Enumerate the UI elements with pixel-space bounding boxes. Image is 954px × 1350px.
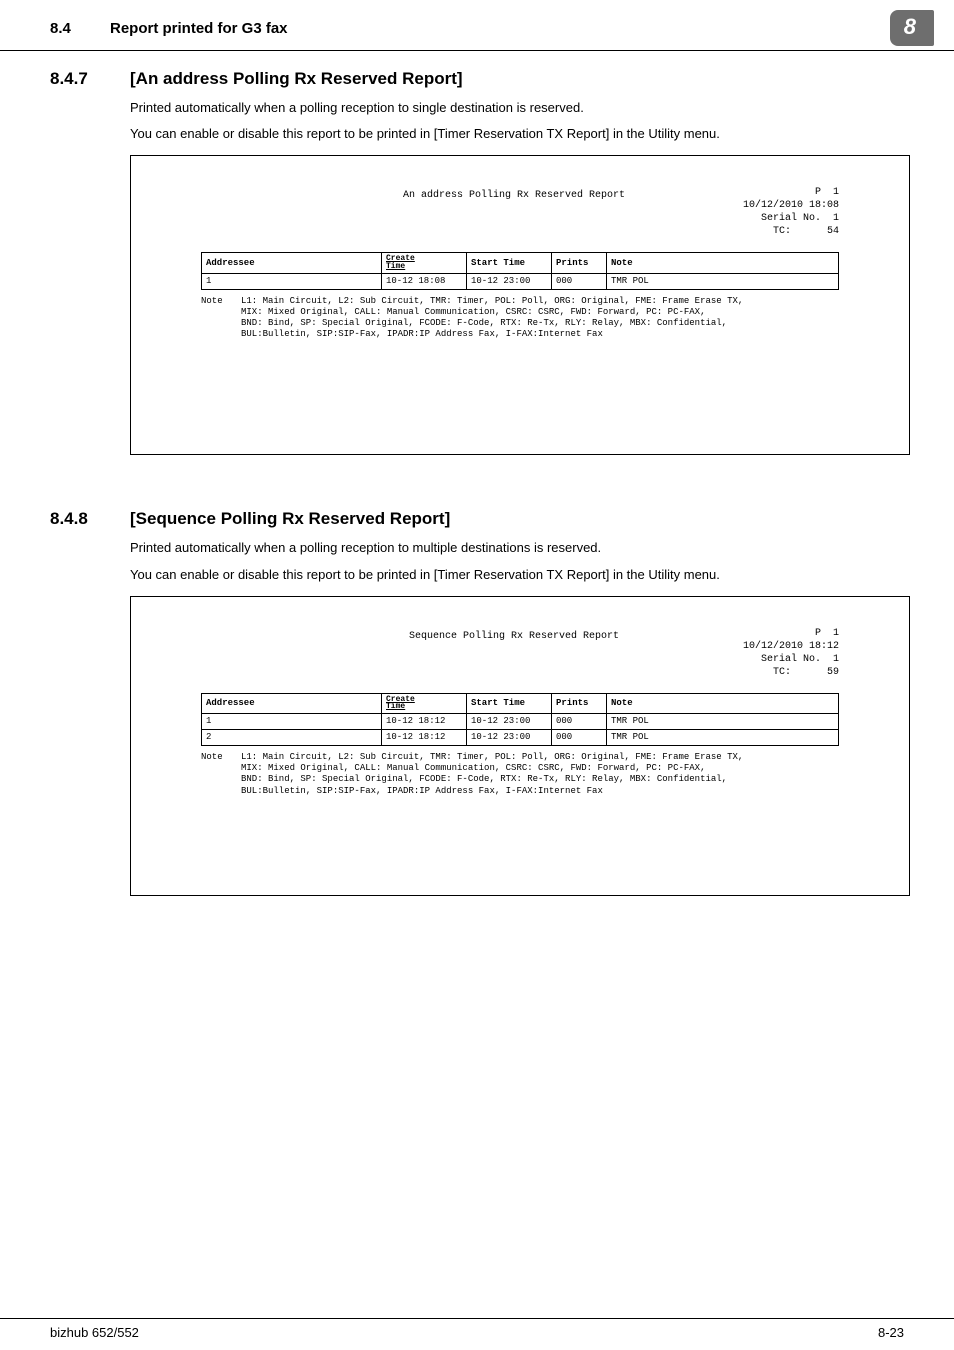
report-table: AddresseeCreateTimeStart TimePrintsNote1… [201,693,839,746]
body-text: You can enable or disable this report to… [130,566,904,584]
report-frame: An address Polling Rx Reserved Report P … [130,155,910,455]
note-label: Note [201,296,241,341]
report-title: Sequence Polling Rx Reserved Report [321,627,707,642]
section-heading-row: 8.4.8[Sequence Polling Rx Reserved Repor… [50,509,904,529]
chapter-tab: 8 [890,10,934,46]
body-text: You can enable or disable this report to… [130,125,904,143]
table-cell: 10-12 23:00 [467,273,552,289]
report-meta: P 1 10/12/2010 18:12 Serial No. 1 TC: 59 [707,627,839,679]
table-cell: 2 [202,729,382,745]
section-heading-row: 8.4.7[An address Polling Rx Reserved Rep… [50,69,904,89]
table-row: 210-12 18:1210-12 23:00000TMR POL [202,729,839,745]
table-header-cell: Start Time [467,253,552,273]
report-note: NoteL1: Main Circuit, L2: Sub Circuit, T… [201,296,839,341]
report-note: NoteL1: Main Circuit, L2: Sub Circuit, T… [201,752,839,797]
table-header-cell: Addressee [202,693,382,713]
report-header: An address Polling Rx Reserved Report P … [201,186,839,238]
footer-left: bizhub 652/552 [50,1325,139,1340]
report-frame: Sequence Polling Rx Reserved Report P 1 … [130,596,910,896]
section: 8.4.8[Sequence Polling Rx Reserved Repor… [0,493,954,933]
table-cell: TMR POL [607,713,839,729]
table-header-cell: Note [607,693,839,713]
table-cell: 10-12 18:12 [382,713,467,729]
table-header-cell: CreateTime [382,693,467,713]
table-cell: 10-12 23:00 [467,729,552,745]
table-cell: 10-12 18:08 [382,273,467,289]
table-cell: 000 [552,713,607,729]
section-number: 8.4.8 [50,509,130,529]
table-cell: 000 [552,273,607,289]
section: 8.4.7[An address Polling Rx Reserved Rep… [0,53,954,493]
report-title: An address Polling Rx Reserved Report [321,186,707,201]
note-text: L1: Main Circuit, L2: Sub Circuit, TMR: … [241,752,743,797]
table-header-cell: Prints [552,253,607,273]
note-label: Note [201,752,241,797]
table-cell: 1 [202,273,382,289]
body-text: Printed automatically when a polling rec… [130,99,904,117]
table-header-cell: CreateTime [382,253,467,273]
table-header-cell: Prints [552,693,607,713]
table-cell: 10-12 18:12 [382,729,467,745]
table-cell: 1 [202,713,382,729]
table-cell: 000 [552,729,607,745]
table-cell: 10-12 23:00 [467,713,552,729]
header-section-number: 8.4 [50,20,110,37]
page-header: 8.4 Report printed for G3 fax 8 [0,0,954,51]
report-meta: P 1 10/12/2010 18:08 Serial No. 1 TC: 54 [707,186,839,238]
table-cell: TMR POL [607,729,839,745]
report-header: Sequence Polling Rx Reserved Report P 1 … [201,627,839,679]
section-title: [An address Polling Rx Reserved Report] [130,69,463,89]
section-number: 8.4.7 [50,69,130,89]
header-section-title: Report printed for G3 fax [110,20,890,37]
note-text: L1: Main Circuit, L2: Sub Circuit, TMR: … [241,296,743,341]
page-footer: bizhub 652/552 8-23 [0,1318,954,1350]
table-row: 110-12 18:0810-12 23:00000TMR POL [202,273,839,289]
table-header-cell: Start Time [467,693,552,713]
table-header-cell: Note [607,253,839,273]
table-cell: TMR POL [607,273,839,289]
body-text: Printed automatically when a polling rec… [130,539,904,557]
report-table: AddresseeCreateTimeStart TimePrintsNote1… [201,252,839,289]
table-row: 110-12 18:1210-12 23:00000TMR POL [202,713,839,729]
footer-right: 8-23 [878,1325,904,1340]
section-title: [Sequence Polling Rx Reserved Report] [130,509,450,529]
table-header-cell: Addressee [202,253,382,273]
